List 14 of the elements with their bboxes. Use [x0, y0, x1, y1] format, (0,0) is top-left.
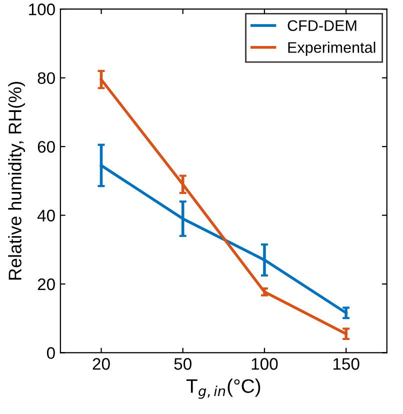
x-tick-label: 150 — [333, 358, 360, 370]
y-tick-label: 0 — [46, 347, 55, 359]
x-axis-title: T$_{g,in}$(°C) — [186, 378, 260, 399]
y-tick-label: 80 — [38, 72, 55, 84]
x-tick-label: 20 — [92, 358, 110, 370]
y-axis-title: Relative humidity, RH(%) — [8, 82, 26, 280]
x-tick-label: 100 — [252, 358, 278, 370]
y-tick-label: 60 — [38, 140, 55, 153]
legend-label: Experimental — [288, 42, 376, 56]
y-tick-label: 20 — [38, 278, 55, 290]
x-tick-label: 50 — [174, 358, 192, 370]
legend-label: CFD-DEM — [288, 20, 356, 32]
y-tick-label: 40 — [37, 210, 55, 222]
y-tick-label: 100 — [29, 4, 55, 16]
